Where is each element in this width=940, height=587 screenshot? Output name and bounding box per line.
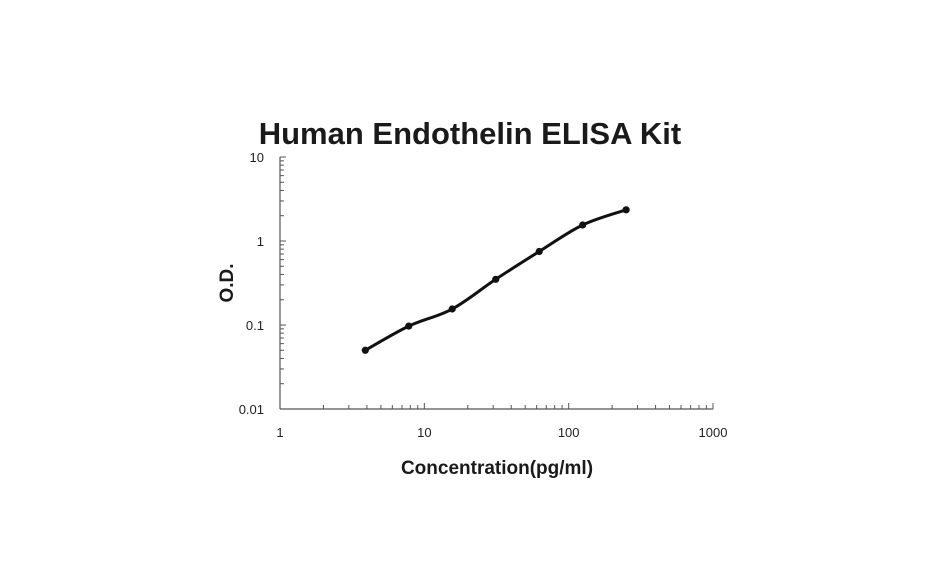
x-tick-label: 1000	[699, 425, 728, 440]
axis-tick-labels: 1 10 100 1000 10 1 0.1 0.01	[239, 150, 728, 440]
axes	[279, 157, 713, 410]
y-tick-label: 0.01	[239, 402, 264, 417]
data-point	[622, 206, 630, 214]
data-point	[492, 275, 500, 283]
y-tick-label: 1	[257, 234, 264, 249]
x-axis-label: Concentration(pg/ml)	[401, 458, 593, 479]
y-tick-label: 0.1	[246, 318, 264, 333]
y-tick-label: 10	[250, 150, 264, 165]
x-tick-label: 10	[417, 425, 431, 440]
data-point	[535, 247, 543, 256]
y-axis-label: O.D.	[217, 263, 238, 302]
x-tick-label: 1	[276, 425, 283, 440]
data-point	[579, 221, 587, 229]
data-point	[448, 305, 456, 313]
data-point	[361, 346, 369, 354]
data-point	[405, 322, 413, 330]
data-points	[361, 206, 630, 354]
x-tick-label: 100	[558, 425, 580, 440]
chart-title: Human Endothelin ELISA Kit	[259, 116, 682, 151]
axis-ticks	[279, 156, 714, 410]
